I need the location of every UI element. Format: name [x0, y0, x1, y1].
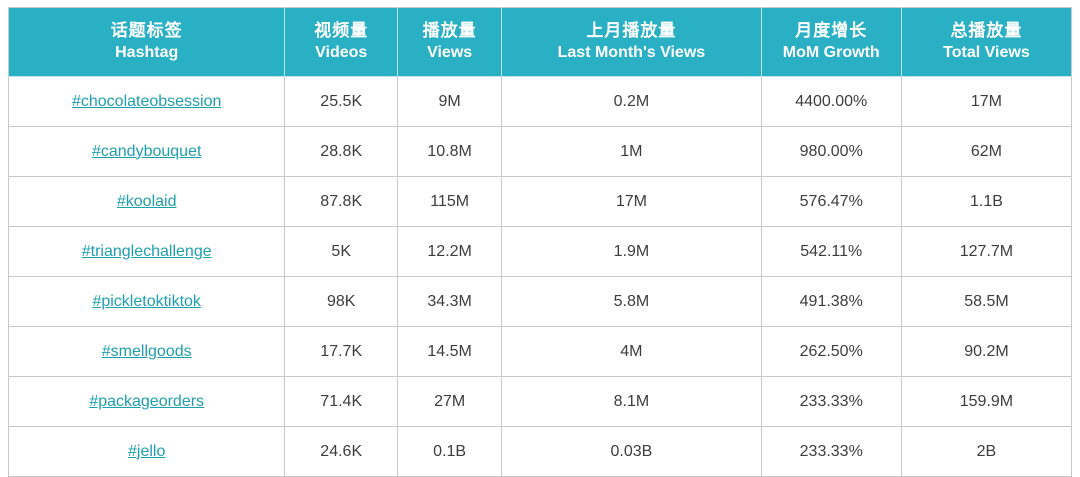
- col-header-total-views: 总播放量 Total Views: [900, 7, 1073, 77]
- cell-videos: 17.7K: [284, 326, 399, 377]
- col-header-mom-growth-zh: 月度增长: [795, 21, 868, 41]
- cell-total-views: 58.5M: [900, 276, 1073, 327]
- table-row: #candybouquet 28.8K 10.8M 1M 980.00% 62M: [7, 126, 1073, 177]
- cell-mom-growth: 4400.00%: [760, 76, 902, 127]
- cell-videos: 87.8K: [284, 176, 399, 227]
- cell-mom-growth: 233.33%: [760, 426, 902, 477]
- col-header-hashtag: 话题标签 Hashtag: [7, 7, 286, 77]
- cell-videos: 25.5K: [284, 76, 399, 127]
- cell-last-month-views: 1M: [501, 126, 762, 177]
- cell-last-month-views: 0.03B: [501, 426, 762, 477]
- cell-views: 115M: [397, 176, 503, 227]
- cell-total-views: 127.7M: [900, 226, 1073, 277]
- hashtag-link[interactable]: #chocolateobsession: [71, 92, 222, 110]
- cell-total-views: 159.9M: [900, 376, 1073, 427]
- cell-hashtag: #trianglechallenge: [7, 226, 286, 277]
- cell-last-month-views: 4M: [501, 326, 762, 377]
- cell-videos: 28.8K: [284, 126, 399, 177]
- hashtag-stats-table-container: 话题标签 Hashtag 视频量 Videos 播放量 Views 上月播放量 …: [7, 7, 1073, 477]
- hashtag-link[interactable]: #pickletoktiktok: [92, 292, 201, 310]
- cell-last-month-views: 1.9M: [501, 226, 762, 277]
- col-header-total-views-en: Total Views: [943, 44, 1030, 62]
- table-row: #trianglechallenge 5K 12.2M 1.9M 542.11%…: [7, 226, 1073, 277]
- cell-mom-growth: 233.33%: [760, 376, 902, 427]
- hashtag-stats-table: 话题标签 Hashtag 视频量 Videos 播放量 Views 上月播放量 …: [7, 7, 1073, 477]
- cell-videos: 98K: [284, 276, 399, 327]
- cell-views: 12.2M: [397, 226, 503, 277]
- cell-videos: 71.4K: [284, 376, 399, 427]
- col-header-videos-zh: 视频量: [314, 21, 369, 41]
- cell-views: 27M: [397, 376, 503, 427]
- hashtag-link[interactable]: #koolaid: [116, 192, 177, 210]
- cell-hashtag: #pickletoktiktok: [7, 276, 286, 327]
- hashtag-link[interactable]: #jello: [128, 442, 166, 460]
- cell-last-month-views: 17M: [501, 176, 762, 227]
- hashtag-link[interactable]: #candybouquet: [91, 142, 202, 160]
- cell-total-views: 1.1B: [900, 176, 1073, 227]
- cell-mom-growth: 262.50%: [760, 326, 902, 377]
- col-header-views-zh: 播放量: [422, 21, 477, 41]
- col-header-last-month-views: 上月播放量 Last Month's Views: [501, 7, 762, 77]
- cell-last-month-views: 8.1M: [501, 376, 762, 427]
- cell-mom-growth: 491.38%: [760, 276, 902, 327]
- cell-mom-growth: 980.00%: [760, 126, 902, 177]
- col-header-last-month-views-en: Last Month's Views: [557, 44, 706, 62]
- hashtag-link[interactable]: #smellgoods: [101, 342, 192, 360]
- cell-total-views: 17M: [900, 76, 1073, 127]
- cell-views: 0.1B: [397, 426, 503, 477]
- col-header-mom-growth: 月度增长 MoM Growth: [760, 7, 902, 77]
- cell-hashtag: #chocolateobsession: [7, 76, 286, 127]
- hashtag-link[interactable]: #packageorders: [89, 392, 205, 410]
- col-header-views-en: Views: [427, 44, 473, 62]
- table-row: #jello 24.6K 0.1B 0.03B 233.33% 2B: [7, 426, 1073, 477]
- cell-hashtag: #packageorders: [7, 376, 286, 427]
- cell-videos: 5K: [284, 226, 399, 277]
- table-row: #packageorders 71.4K 27M 8.1M 233.33% 15…: [7, 376, 1073, 427]
- cell-total-views: 2B: [900, 426, 1073, 477]
- cell-views: 34.3M: [397, 276, 503, 327]
- cell-mom-growth: 542.11%: [760, 226, 902, 277]
- cell-hashtag: #candybouquet: [7, 126, 286, 177]
- col-header-hashtag-zh: 话题标签: [110, 21, 183, 41]
- col-header-hashtag-en: Hashtag: [115, 44, 179, 62]
- table-row: #koolaid 87.8K 115M 17M 576.47% 1.1B: [7, 176, 1073, 227]
- cell-views: 14.5M: [397, 326, 503, 377]
- col-header-last-month-views-zh: 上月播放量: [586, 21, 677, 41]
- table-row: #chocolateobsession 25.5K 9M 0.2M 4400.0…: [7, 76, 1073, 127]
- cell-hashtag: #koolaid: [7, 176, 286, 227]
- col-header-videos-en: Videos: [315, 44, 368, 62]
- cell-total-views: 62M: [900, 126, 1073, 177]
- cell-last-month-views: 5.8M: [501, 276, 762, 327]
- cell-last-month-views: 0.2M: [501, 76, 762, 127]
- hashtag-link[interactable]: #trianglechallenge: [81, 242, 212, 260]
- col-header-total-views-zh: 总播放量: [950, 21, 1023, 41]
- cell-mom-growth: 576.47%: [760, 176, 902, 227]
- cell-hashtag: #jello: [7, 426, 286, 477]
- cell-hashtag: #smellgoods: [7, 326, 286, 377]
- col-header-mom-growth-en: MoM Growth: [782, 44, 880, 62]
- table-row: #pickletoktiktok 98K 34.3M 5.8M 491.38% …: [7, 276, 1073, 327]
- table-row: #smellgoods 17.7K 14.5M 4M 262.50% 90.2M: [7, 326, 1073, 377]
- header-row: 话题标签 Hashtag 视频量 Videos 播放量 Views 上月播放量 …: [7, 7, 1073, 77]
- cell-views: 10.8M: [397, 126, 503, 177]
- col-header-videos: 视频量 Videos: [284, 7, 399, 77]
- cell-videos: 24.6K: [284, 426, 399, 477]
- cell-total-views: 90.2M: [900, 326, 1073, 377]
- col-header-views: 播放量 Views: [397, 7, 503, 77]
- cell-views: 9M: [397, 76, 503, 127]
